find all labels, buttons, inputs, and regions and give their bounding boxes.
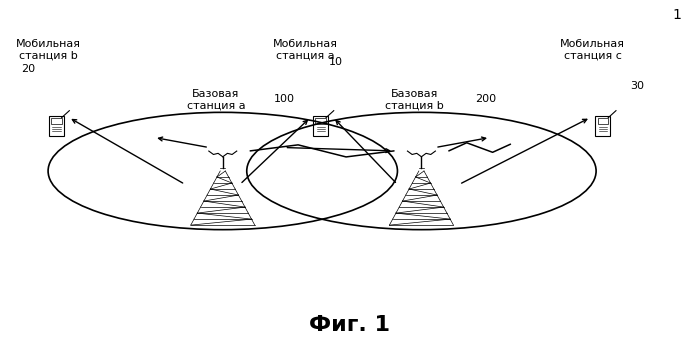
Bar [315, 118, 326, 124]
Text: Мобильная
станция b: Мобильная станция b [15, 39, 80, 60]
Text: 1: 1 [673, 9, 682, 23]
Bar [313, 116, 329, 136]
Text: 200: 200 [475, 94, 496, 104]
Text: 100: 100 [274, 94, 295, 104]
Text: Базовая
станция a: Базовая станция a [187, 89, 245, 110]
Bar [51, 118, 62, 124]
Text: Мобильная
станция a: Мобильная станция a [273, 39, 338, 60]
Bar [598, 118, 608, 124]
Text: Базовая
станция b: Базовая станция b [385, 89, 444, 110]
Text: 20: 20 [21, 64, 35, 74]
Text: Фиг. 1: Фиг. 1 [309, 315, 390, 335]
Bar [596, 116, 610, 136]
Text: 10: 10 [329, 57, 343, 67]
Text: 30: 30 [630, 80, 644, 91]
Bar [49, 116, 64, 136]
Text: Мобильная
станция c: Мобильная станция c [560, 39, 625, 60]
